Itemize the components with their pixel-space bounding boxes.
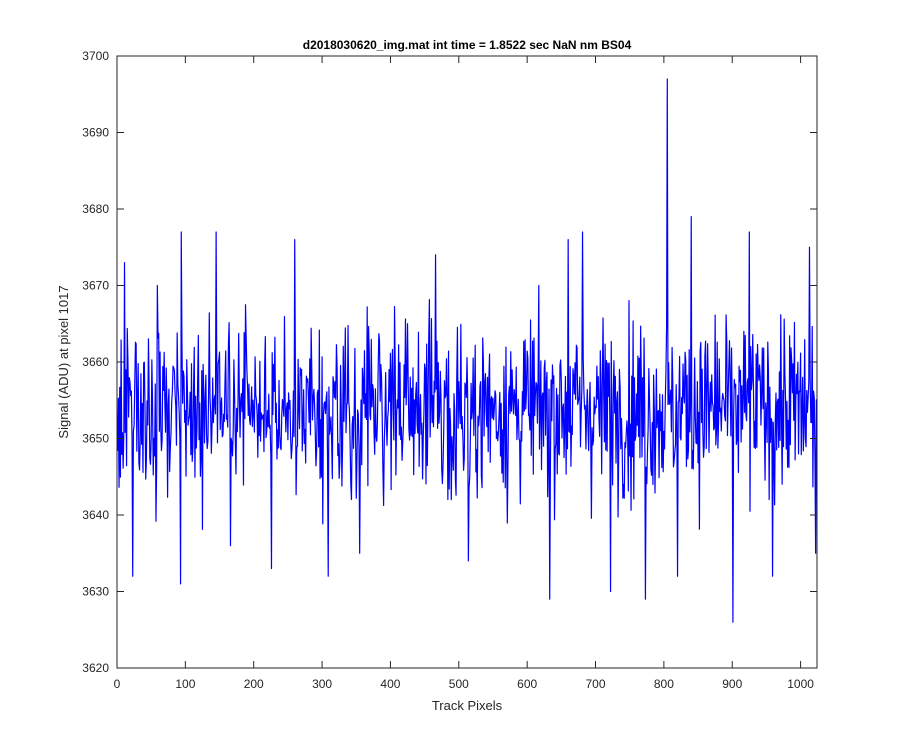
x-tick-label: 900 [722, 677, 742, 691]
x-tick-label: 0 [114, 677, 121, 691]
signal-series-line [117, 78, 818, 623]
y-tick-label: 3640 [82, 508, 109, 522]
y-axis-label: Signal (ADU) at pixel 1017 [56, 285, 71, 438]
plot-title: d2018030620_img.mat int time = 1.8522 se… [303, 38, 632, 52]
x-axis-label: Track Pixels [432, 698, 503, 713]
y-tick-label: 3660 [82, 355, 109, 369]
x-tick-label: 100 [175, 677, 195, 691]
y-axis: 3620 3630 3640 3650 3660 3670 3680 3690 3700 [82, 49, 817, 675]
y-tick-label: 3650 [82, 432, 109, 446]
y-tick-label: 3700 [82, 49, 109, 63]
y-tick-label: 3630 [82, 585, 109, 599]
y-tick-label: 3620 [82, 661, 109, 675]
y-tick-label: 3690 [82, 126, 109, 140]
x-tick-label: 500 [449, 677, 469, 691]
x-tick-label: 1000 [787, 677, 814, 691]
x-tick-label: 200 [244, 677, 264, 691]
x-tick-label: 800 [654, 677, 674, 691]
x-axis: 0 100 200 300 400 500 600 700 800 900 1000 [114, 56, 814, 691]
y-tick-label: 3680 [82, 202, 109, 216]
y-tick-label: 3670 [82, 279, 109, 293]
x-tick-label: 300 [312, 677, 332, 691]
x-tick-label: 700 [586, 677, 606, 691]
x-tick-label: 400 [380, 677, 400, 691]
series-layer [117, 78, 818, 623]
x-tick-label: 600 [517, 677, 537, 691]
